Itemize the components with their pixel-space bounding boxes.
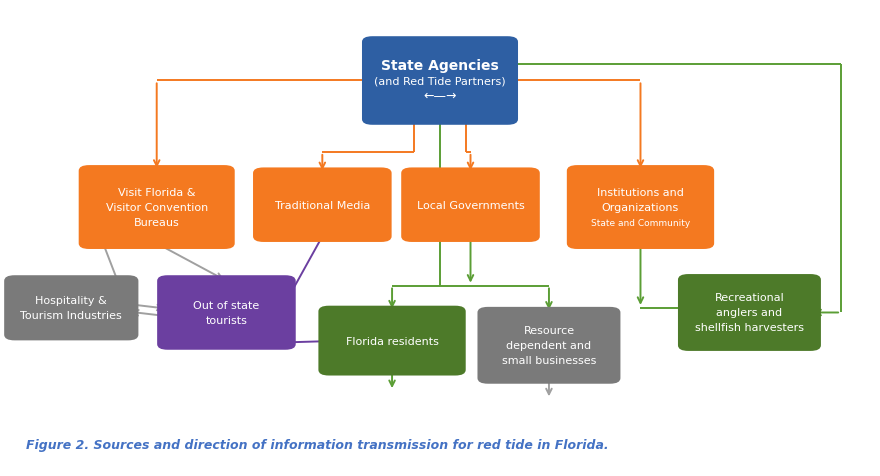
- Text: anglers and: anglers and: [716, 308, 782, 318]
- Text: Visit Florida &: Visit Florida &: [118, 188, 195, 198]
- Text: (and Red Tide Partners): (and Red Tide Partners): [374, 76, 506, 86]
- Text: Hospitality &: Hospitality &: [35, 296, 107, 306]
- Text: State and Community: State and Community: [590, 218, 690, 227]
- Text: shellfish harvesters: shellfish harvesters: [695, 323, 804, 333]
- Text: Out of state: Out of state: [194, 300, 260, 310]
- Text: Recreational: Recreational: [715, 293, 784, 303]
- Text: tourists: tourists: [206, 315, 247, 325]
- FancyBboxPatch shape: [401, 168, 539, 242]
- FancyBboxPatch shape: [78, 166, 235, 249]
- Text: Resource: Resource: [524, 326, 575, 336]
- Text: Traditional Media: Traditional Media: [275, 200, 370, 210]
- Text: Local Governments: Local Governments: [416, 200, 524, 210]
- Text: small businesses: small businesses: [502, 356, 596, 366]
- Text: Figure 2. Sources and direction of information transmission for red tide in Flor: Figure 2. Sources and direction of infor…: [26, 438, 609, 451]
- Text: Bureaus: Bureaus: [134, 218, 180, 228]
- Text: State Agencies: State Agencies: [381, 60, 499, 73]
- FancyBboxPatch shape: [478, 307, 620, 384]
- Text: Organizations: Organizations: [602, 203, 679, 213]
- FancyBboxPatch shape: [4, 276, 138, 341]
- Text: Florida residents: Florida residents: [346, 336, 438, 346]
- Text: dependent and: dependent and: [506, 340, 591, 350]
- FancyBboxPatch shape: [319, 306, 466, 376]
- FancyBboxPatch shape: [158, 276, 296, 350]
- Text: Visitor Convention: Visitor Convention: [106, 203, 208, 213]
- FancyBboxPatch shape: [362, 37, 518, 126]
- FancyBboxPatch shape: [678, 275, 821, 351]
- FancyBboxPatch shape: [567, 166, 715, 249]
- Text: Tourism Industries: Tourism Industries: [20, 311, 122, 321]
- FancyBboxPatch shape: [253, 168, 392, 242]
- Text: ←—→: ←—→: [423, 90, 457, 103]
- Text: Institutions and: Institutions and: [597, 188, 684, 198]
